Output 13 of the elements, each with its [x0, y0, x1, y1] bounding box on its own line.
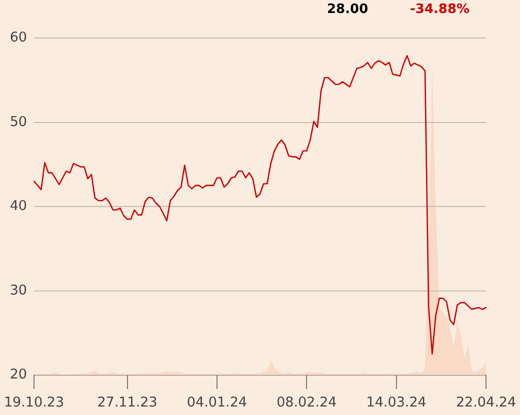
text: 28.00	[327, 2, 368, 18]
y-tick-label: 40	[10, 198, 27, 214]
y-tick-label: 60	[10, 30, 27, 46]
y-tick-label: 30	[10, 282, 27, 298]
x-tick-label: 22.04.24	[456, 394, 516, 411]
x-tick-label: 19.10.23	[4, 394, 64, 411]
x-tick-label: 04.01.24	[186, 394, 248, 411]
y-tick-label: 50	[10, 114, 27, 130]
text: -34.88%	[410, 2, 470, 18]
x-tick-label: 27.11.23	[97, 394, 158, 411]
y-tick-label: 20	[10, 366, 27, 382]
x-tick-label: 08.02.24	[276, 394, 337, 411]
x-tick-label: 14.03.24	[366, 394, 426, 411]
